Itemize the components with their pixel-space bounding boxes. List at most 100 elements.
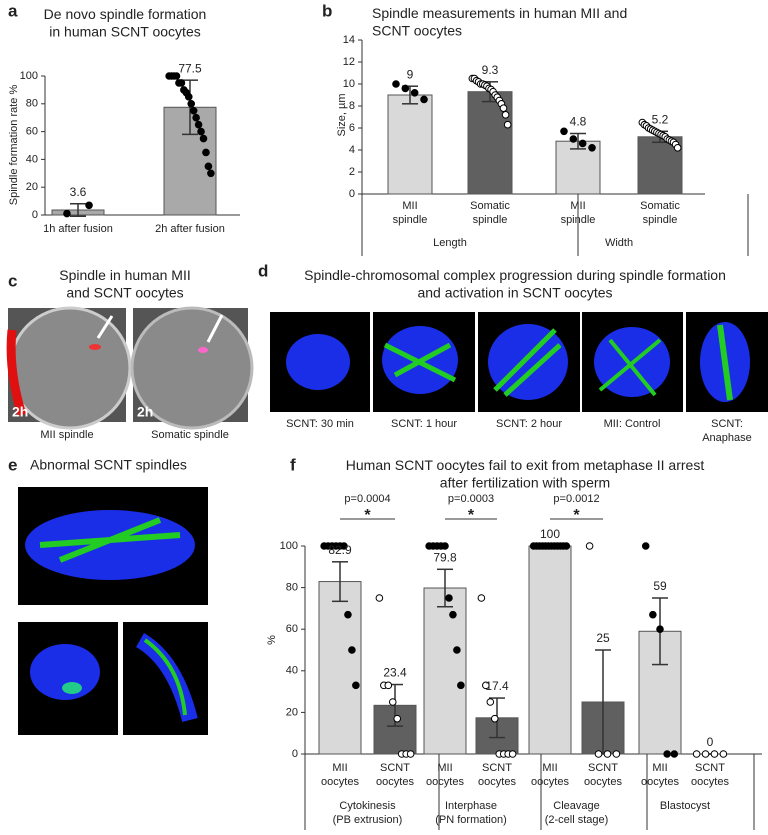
- image-label: SCNT: Anaphase: [702, 418, 752, 444]
- data-point: [197, 127, 205, 136]
- chart-title: Human SCNT oocytes fail to exit from met…: [346, 457, 705, 491]
- y-tick-label: 60: [286, 623, 298, 635]
- image-label: MII spindle: [40, 429, 93, 441]
- x-tick-label: Somatic spindle: [640, 200, 680, 226]
- data-point: [406, 750, 415, 758]
- data-point: [508, 750, 517, 758]
- value-label: 4.8: [570, 115, 587, 129]
- data-point: [603, 750, 612, 758]
- x-tick-label: Somatic spindle: [470, 200, 510, 226]
- data-point: [202, 148, 210, 157]
- panel-letter: d: [258, 261, 268, 280]
- x-tick-label: SCNT oocytes: [376, 762, 414, 788]
- group-label: Blastocyst: [660, 800, 710, 812]
- data-point: [184, 93, 193, 101]
- group-label: Width: [605, 237, 633, 249]
- group-label: Interphase (PN formation): [435, 800, 507, 826]
- bar: [318, 581, 362, 755]
- group-label: Length: [433, 237, 467, 249]
- x-tick-label: SCNT oocytes: [584, 762, 622, 788]
- x-tick-label: SCNT oocytes: [478, 762, 516, 788]
- data-point: [585, 542, 594, 550]
- y-tick-label: 12: [343, 56, 355, 68]
- panel-title: Spindle-chromosomal complex progression …: [304, 267, 726, 301]
- image-label: SCNT: 30 min: [286, 418, 354, 430]
- data-point: [701, 750, 710, 758]
- data-point: [457, 681, 465, 690]
- significance-mark: *: [468, 507, 475, 524]
- data-point: [401, 84, 410, 93]
- x-tick-label: SCNT oocytes: [691, 762, 729, 788]
- data-point: [449, 610, 457, 619]
- data-point: [562, 542, 571, 550]
- y-tick-label: 60: [26, 126, 38, 138]
- data-point: [569, 135, 578, 143]
- data-point: [441, 542, 449, 550]
- y-tick-label: 10: [343, 78, 355, 90]
- group-label: Cleavage (2-cell stage): [545, 800, 609, 826]
- data-point: [352, 681, 360, 690]
- data-point: [410, 89, 419, 97]
- value-label: 3.6: [70, 185, 87, 199]
- value-label: 5.2: [652, 112, 669, 126]
- value-label: 100: [540, 527, 560, 541]
- data-point: [486, 698, 495, 706]
- data-point: [588, 144, 596, 152]
- data-point: [172, 72, 181, 80]
- data-point: [641, 542, 650, 550]
- panel-title: Spindle in human MII and SCNT oocytes: [59, 267, 191, 301]
- image-label: SCNT: 1 hour: [391, 418, 457, 430]
- y-tick-label: 100: [20, 70, 38, 82]
- y-tick-label: 0: [349, 188, 355, 200]
- data-point: [199, 134, 208, 143]
- data-point: [340, 542, 348, 550]
- panel-letter: e: [8, 455, 17, 474]
- data-point: [85, 201, 93, 210]
- x-tick-label: MII oocytes: [321, 762, 359, 788]
- y-tick-label: 0: [32, 209, 38, 221]
- y-tick-label: 40: [26, 153, 38, 165]
- data-point: [656, 625, 664, 634]
- data-point: [194, 120, 203, 129]
- value-label: 0: [707, 735, 714, 749]
- data-point: [344, 610, 352, 619]
- image-label: SCNT: 2 hour: [496, 418, 562, 430]
- data-point: [392, 80, 400, 88]
- value-label: 77.5: [178, 61, 202, 75]
- panel-title: Abnormal SCNT spindles: [30, 457, 187, 473]
- value-label: 17.4: [485, 679, 509, 693]
- y-tick-label: 0: [292, 748, 298, 760]
- data-point: [204, 162, 213, 171]
- data-point: [490, 714, 499, 723]
- p-value: p=0.0012: [553, 493, 599, 505]
- y-tick-label: 20: [26, 181, 38, 193]
- data-point: [673, 144, 682, 152]
- data-point: [710, 750, 719, 758]
- data-point: [499, 104, 508, 112]
- value-label: 79.8: [433, 550, 457, 564]
- data-point: [192, 113, 200, 122]
- bar: [423, 587, 467, 755]
- data-point: [187, 100, 196, 108]
- y-axis-label: %: [266, 635, 278, 645]
- y-tick-label: 14: [343, 34, 355, 46]
- data-point: [388, 698, 397, 706]
- chart-title: De novo spindle formation in human SCNT o…: [44, 6, 207, 40]
- data-point: [649, 610, 657, 619]
- y-tick-label: 80: [26, 98, 38, 110]
- significance-mark: *: [573, 507, 580, 524]
- data-point: [663, 750, 671, 758]
- image-label: Somatic spindle: [151, 429, 229, 441]
- data-point: [177, 79, 186, 87]
- panel-d-images: [270, 312, 768, 412]
- chart-title: Spindle measurements in human MII and SCN…: [372, 5, 627, 39]
- data-point: [477, 594, 486, 602]
- value-label: 9: [407, 67, 414, 81]
- y-tick-label: 6: [349, 122, 355, 134]
- time-label: 2h: [137, 404, 153, 420]
- data-point: [692, 750, 701, 758]
- data-point: [207, 169, 215, 178]
- bar: [387, 94, 433, 195]
- x-tick-label: MII spindle: [393, 200, 428, 226]
- data-point: [375, 594, 384, 602]
